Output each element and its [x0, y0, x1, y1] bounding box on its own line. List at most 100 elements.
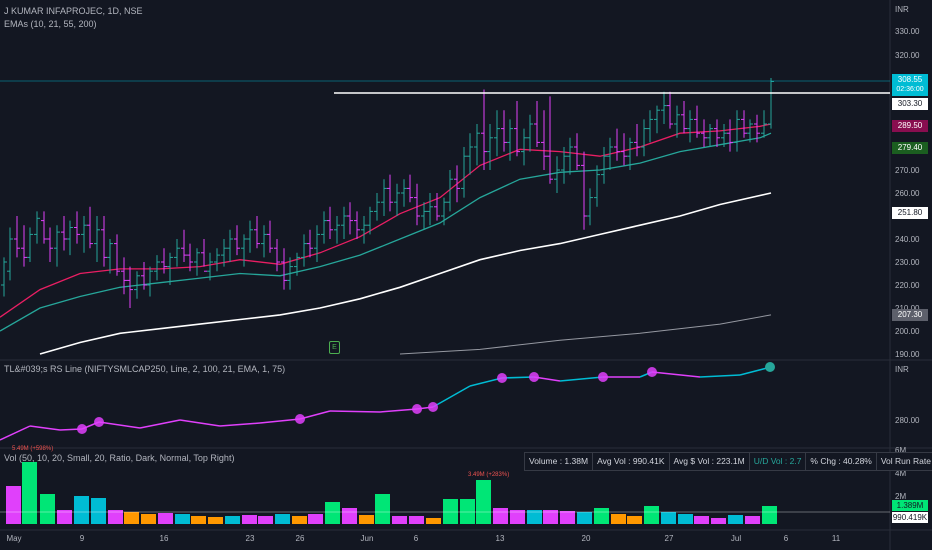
avg-dollar-vol-cell: Avg $ Vol : 223.1M: [670, 453, 750, 470]
volume-bar: [342, 508, 357, 524]
date-axis-label: 26: [295, 534, 305, 543]
volume-bar: [175, 514, 190, 524]
vol-peak-annotation: 3.49M (+283%): [468, 472, 510, 478]
run-rate-cell: Vol Run Rate : 52.08%: [880, 456, 932, 466]
rs-new-high-dot: [529, 372, 539, 382]
volume-bar: [392, 516, 407, 524]
rs-line-segment: [219, 422, 261, 427]
price-axis-tick: 240.00: [895, 235, 920, 244]
volume-bar: [40, 494, 55, 524]
volume-bar: [661, 512, 676, 524]
date-axis-label: 6: [783, 534, 789, 543]
ema-legend[interactable]: EMAs (10, 21, 55, 200): [4, 19, 97, 29]
volume-bar: [308, 514, 323, 524]
vol-peak-annotation: 5.49M (+598%): [12, 446, 54, 452]
date-axis-label: 23: [245, 534, 255, 543]
rs-line-segment: [0, 425, 31, 441]
rs-new-high-dot: [94, 417, 104, 427]
rs-new-high-dot: [497, 373, 507, 383]
price-axis-currency: INR: [895, 5, 909, 14]
date-axis-label: Jul: [730, 534, 742, 543]
rs-line-segment: [651, 371, 701, 378]
price-axis-tick: 230.00: [895, 258, 920, 267]
date-axis-label: 20: [581, 534, 591, 543]
rs-line-segment: [29, 425, 61, 431]
symbol-title[interactable]: J KUMAR INFAPROJEC, 1D, NSE: [4, 6, 143, 16]
avg-vol-cell: Avg Vol : 990.41K: [593, 453, 670, 470]
volume-bar: [426, 518, 441, 524]
rs-line-segment: [299, 410, 331, 420]
resistance-price-label: 303.30: [892, 98, 928, 110]
rs-axis-currency: INR: [895, 365, 909, 374]
volume-bar: [678, 514, 693, 524]
volume-bar: [57, 510, 72, 524]
rs-line-segment: [379, 408, 418, 413]
ema200-line: [399, 314, 772, 355]
ema21-line: [0, 132, 772, 332]
date-axis-label: 27: [664, 534, 674, 543]
volume-bar: [543, 510, 558, 524]
rs-legend[interactable]: TL&#039;s RS Line (NIFTYSMLCAP250, Line,…: [4, 364, 286, 374]
rs-axis-tick: 280.00: [895, 416, 920, 425]
vol-axis-tick: 6M: [895, 446, 907, 455]
rs-line-segment: [259, 418, 301, 424]
price-axis-tick: 330.00: [895, 27, 920, 36]
rs-new-high-dot: [428, 402, 438, 412]
rs-latest-dot: [765, 362, 775, 372]
rs-line-segment: [559, 376, 604, 382]
bar-countdown: 02:36:00: [896, 86, 924, 93]
volume-bar: [225, 516, 240, 524]
rs-line-segment: [98, 421, 141, 429]
vol-last-label: 1.389M: [892, 500, 928, 511]
volume-bar: [242, 515, 257, 524]
volume-bar: [409, 516, 424, 524]
volume-bar: [74, 496, 89, 524]
price-axis-tick: 200.00: [895, 327, 920, 336]
ema21-price-label: 279.40: [892, 142, 928, 154]
volume-bar: [359, 515, 374, 524]
volume-bar: [627, 516, 642, 524]
rs-new-high-dot: [647, 367, 657, 377]
price-axis-tick: 220.00: [895, 281, 920, 290]
rs-line-segment: [699, 374, 741, 378]
volume-bar: [22, 462, 37, 524]
rs-line-segment: [501, 376, 535, 379]
date-axis-label: 13: [495, 534, 505, 543]
volume-bar: [208, 517, 223, 524]
volume-bar: [158, 513, 173, 524]
volume-bar: [594, 508, 609, 524]
price-axis-tick: 190.00: [895, 350, 920, 359]
rs-line-segment: [469, 377, 503, 387]
volume-bar: [375, 494, 390, 524]
date-axis-label: 9: [79, 534, 85, 543]
volume-bar: [644, 506, 659, 524]
ema200-price-label: 207.30: [892, 309, 928, 321]
date-axis-label: Jun: [360, 534, 374, 543]
volume-bar: [728, 515, 743, 524]
earnings-icon[interactable]: E: [329, 341, 340, 354]
volume-bar: [108, 510, 123, 524]
ema55-line: [39, 192, 772, 355]
volume-bar: [694, 516, 709, 524]
date-axis-label: 6: [413, 534, 419, 543]
volume-bar: [325, 502, 340, 524]
rs-line-segment: [329, 410, 381, 413]
rs-new-high-dot: [77, 424, 87, 434]
date-axis-label: 11: [831, 534, 841, 543]
volume-bar: [258, 516, 273, 524]
rs-new-high-dot: [412, 404, 422, 414]
volume-bar: [124, 512, 139, 524]
volume-bar: [711, 518, 726, 524]
pct-chg-cell: % Chg : 40.28%: [806, 453, 877, 470]
ema55-price-label: 251.80: [892, 207, 928, 219]
volume-bar: [611, 514, 626, 524]
volume-bar: [275, 514, 290, 524]
volume-cell: Volume : 1.38M: [525, 453, 594, 470]
date-axis-label: 16: [159, 534, 169, 543]
volume-bar: [560, 511, 575, 524]
volume-bar: [91, 498, 106, 524]
price-axis-tick: 260.00: [895, 189, 920, 198]
volume-bar: [443, 499, 458, 524]
vol-legend[interactable]: Vol (50, 10, 20, Small, 20, Ratio, Dark,…: [4, 453, 235, 463]
